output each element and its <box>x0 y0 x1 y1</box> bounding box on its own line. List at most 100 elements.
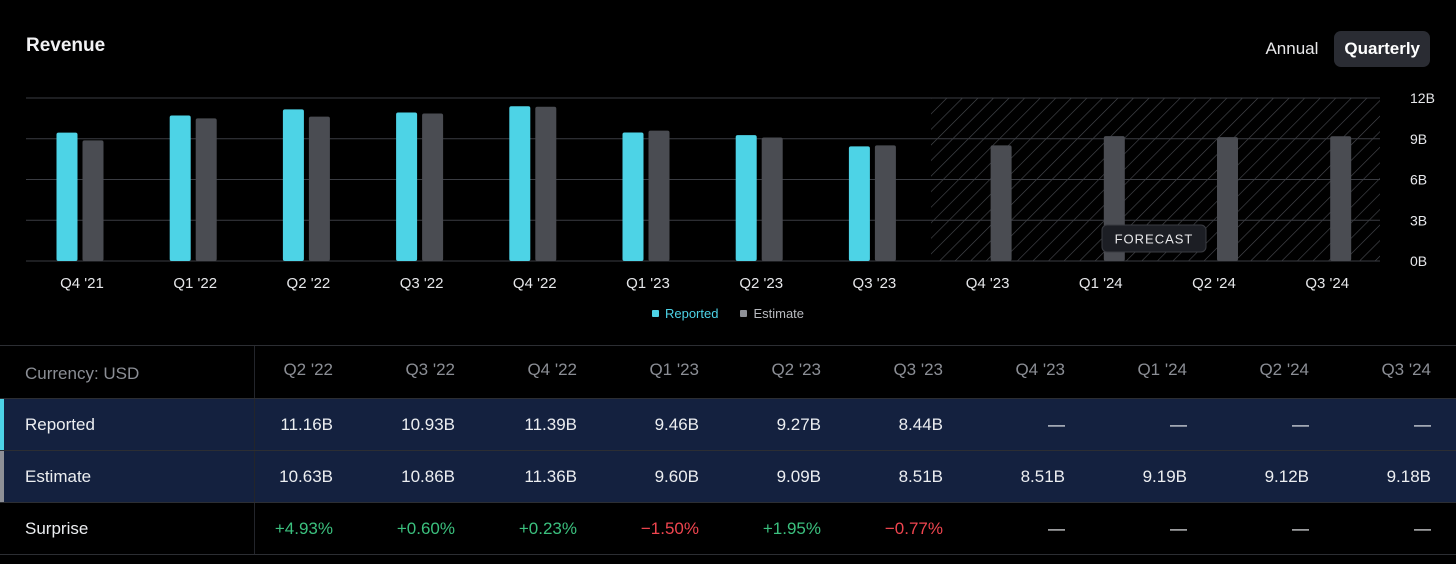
x-tick-label: Q1 '24 <box>1079 275 1123 292</box>
legend-item-reported[interactable]: Reported <box>651 306 719 321</box>
bar-estimate <box>761 137 783 261</box>
table-row-reported: Reported 11.16B 10.93B 11.39B 9.46B 9.27B 8.44… <box>0 398 1456 450</box>
y-tick-label: 6B <box>1410 172 1427 188</box>
table-cell: 11.16B <box>280 414 333 434</box>
table-cell: — <box>1048 518 1065 538</box>
table-cell: −0.77% <box>884 518 943 538</box>
row-marker <box>0 451 4 502</box>
table-cell: 9.27B <box>776 414 821 434</box>
table-cell: — <box>1170 518 1187 538</box>
row-label: Estimate <box>25 466 92 486</box>
bar-estimate <box>1330 136 1352 261</box>
y-tick-label: 0B <box>1410 253 1427 269</box>
x-tick-label: Q2 '23 <box>739 275 783 292</box>
legend-swatch-estimate <box>740 310 748 317</box>
x-tick-label: Q3 '23 <box>853 275 897 292</box>
chart-title: Revenue <box>26 35 106 56</box>
x-tick-label: Q3 '24 <box>1305 275 1349 292</box>
table-cell: — <box>1292 414 1309 434</box>
table-cell: 9.18B <box>1386 466 1431 486</box>
table-cell: 9.09B <box>776 466 821 486</box>
table-cell: 8.51B <box>898 466 943 486</box>
row-label: Reported <box>25 414 95 434</box>
bar-estimate <box>874 145 896 261</box>
bar-estimate <box>648 130 670 261</box>
table-cell: −1.50% <box>640 518 699 538</box>
forecast-badge <box>1101 224 1207 253</box>
table-cell: — <box>1048 414 1065 434</box>
column-header: Q4 '23 <box>1015 360 1065 379</box>
legend-item-estimate[interactable]: Estimate <box>740 306 804 321</box>
table-cell: 10.86B <box>401 466 455 486</box>
y-tick-label: 3B <box>1410 212 1427 228</box>
table-cell: 9.60B <box>654 466 699 486</box>
bar-reported <box>735 135 757 261</box>
column-header: Q2 '22 <box>283 360 333 379</box>
annual-button[interactable]: Annual <box>1255 31 1328 67</box>
table-cell: 11.36B <box>524 466 577 486</box>
bar-reported <box>622 132 644 261</box>
row-marker <box>0 399 4 450</box>
table-cell: — <box>1170 414 1187 434</box>
table-row-estimate: Estimate 10.63B 10.86B 11.36B 9.60B 9.09B 8.51… <box>0 450 1456 502</box>
column-header: Q2 '24 <box>1259 360 1309 379</box>
bar-reported <box>396 112 418 261</box>
column-header: Q3 '22 <box>405 360 455 379</box>
quarterly-button[interactable]: Quarterly <box>1334 31 1430 67</box>
bar-estimate <box>1217 137 1238 261</box>
x-tick-label: Q1 '23 <box>626 275 670 292</box>
currency-label: Currency: USD <box>25 364 140 383</box>
bar-estimate <box>422 113 444 261</box>
bar-reported <box>169 115 191 262</box>
x-tick-label: Q3 '22 <box>400 275 444 292</box>
legend-label-reported: Reported <box>664 306 719 321</box>
column-header: Q4 '22 <box>527 360 577 379</box>
bar-estimate <box>990 145 1012 261</box>
column-divider <box>254 399 255 450</box>
bar-reported <box>282 109 304 261</box>
table-header-row: Currency: USD Q2 '22 Q3 '22 Q4 '22 Q1 '23 Q2 … <box>0 345 1456 398</box>
column-header: Q3 '24 <box>1381 360 1431 379</box>
table-row-surprise: Surprise +4.93% +0.60% +0.23% −1.50% +1.95% −0… <box>0 502 1456 555</box>
table-cell: +0.23% <box>518 518 577 538</box>
period-toggle: Annual Quarterly <box>1255 31 1430 67</box>
table-cell: — <box>1414 518 1431 538</box>
row-label: Surprise <box>25 518 89 538</box>
table-cell: 10.63B <box>279 466 333 486</box>
bar-reported <box>56 132 78 261</box>
revenue-table: Currency: USD Q2 '22 Q3 '22 Q4 '22 Q1 '23 Q2 … <box>0 345 1456 555</box>
x-tick-label: Q2 '24 <box>1192 275 1236 292</box>
revenue-chart: 0B 3B 6B 9B 12B Q4 '21 Q1 '22 Q2 '22 Q3 '22 Q4 '2… <box>26 90 1435 292</box>
column-header: Q3 '23 <box>893 360 943 379</box>
x-tick-label: Q1 '22 <box>173 275 217 292</box>
bar-estimate <box>195 118 217 261</box>
table-cell: — <box>1414 414 1431 434</box>
column-header: Q1 '23 <box>649 360 699 379</box>
column-header: Q1 '24 <box>1137 360 1187 379</box>
table-cell: +0.60% <box>396 518 455 538</box>
y-tick-label: 9B <box>1410 131 1427 147</box>
legend-swatch-reported <box>651 310 659 317</box>
x-tick-label: Q2 '22 <box>287 275 331 292</box>
table-cell: 10.93B <box>401 414 455 434</box>
column-header: Q2 '23 <box>771 360 821 379</box>
table-cell: +1.95% <box>762 518 821 538</box>
table-cell: 9.12B <box>1264 466 1309 486</box>
table-cell: +4.93% <box>274 518 333 538</box>
column-divider <box>254 346 255 398</box>
table-cell: 9.19B <box>1142 466 1187 486</box>
y-tick-label: 12B <box>1410 90 1435 106</box>
table-cell: — <box>1292 518 1309 538</box>
x-tick-label: Q4 '23 <box>966 275 1010 292</box>
chart-legend: Reported Estimate <box>0 306 1456 321</box>
bar-estimate <box>535 106 557 261</box>
bar-estimate <box>82 140 104 261</box>
table-cell: 8.51B <box>1020 466 1065 486</box>
legend-label-estimate: Estimate <box>753 306 805 321</box>
table-cell: 11.39B <box>524 414 577 434</box>
column-divider <box>254 451 255 502</box>
column-divider <box>254 503 255 554</box>
x-tick-label: Q4 '21 <box>60 275 104 292</box>
bar-estimate <box>308 116 330 261</box>
table-cell: 9.46B <box>654 414 699 434</box>
